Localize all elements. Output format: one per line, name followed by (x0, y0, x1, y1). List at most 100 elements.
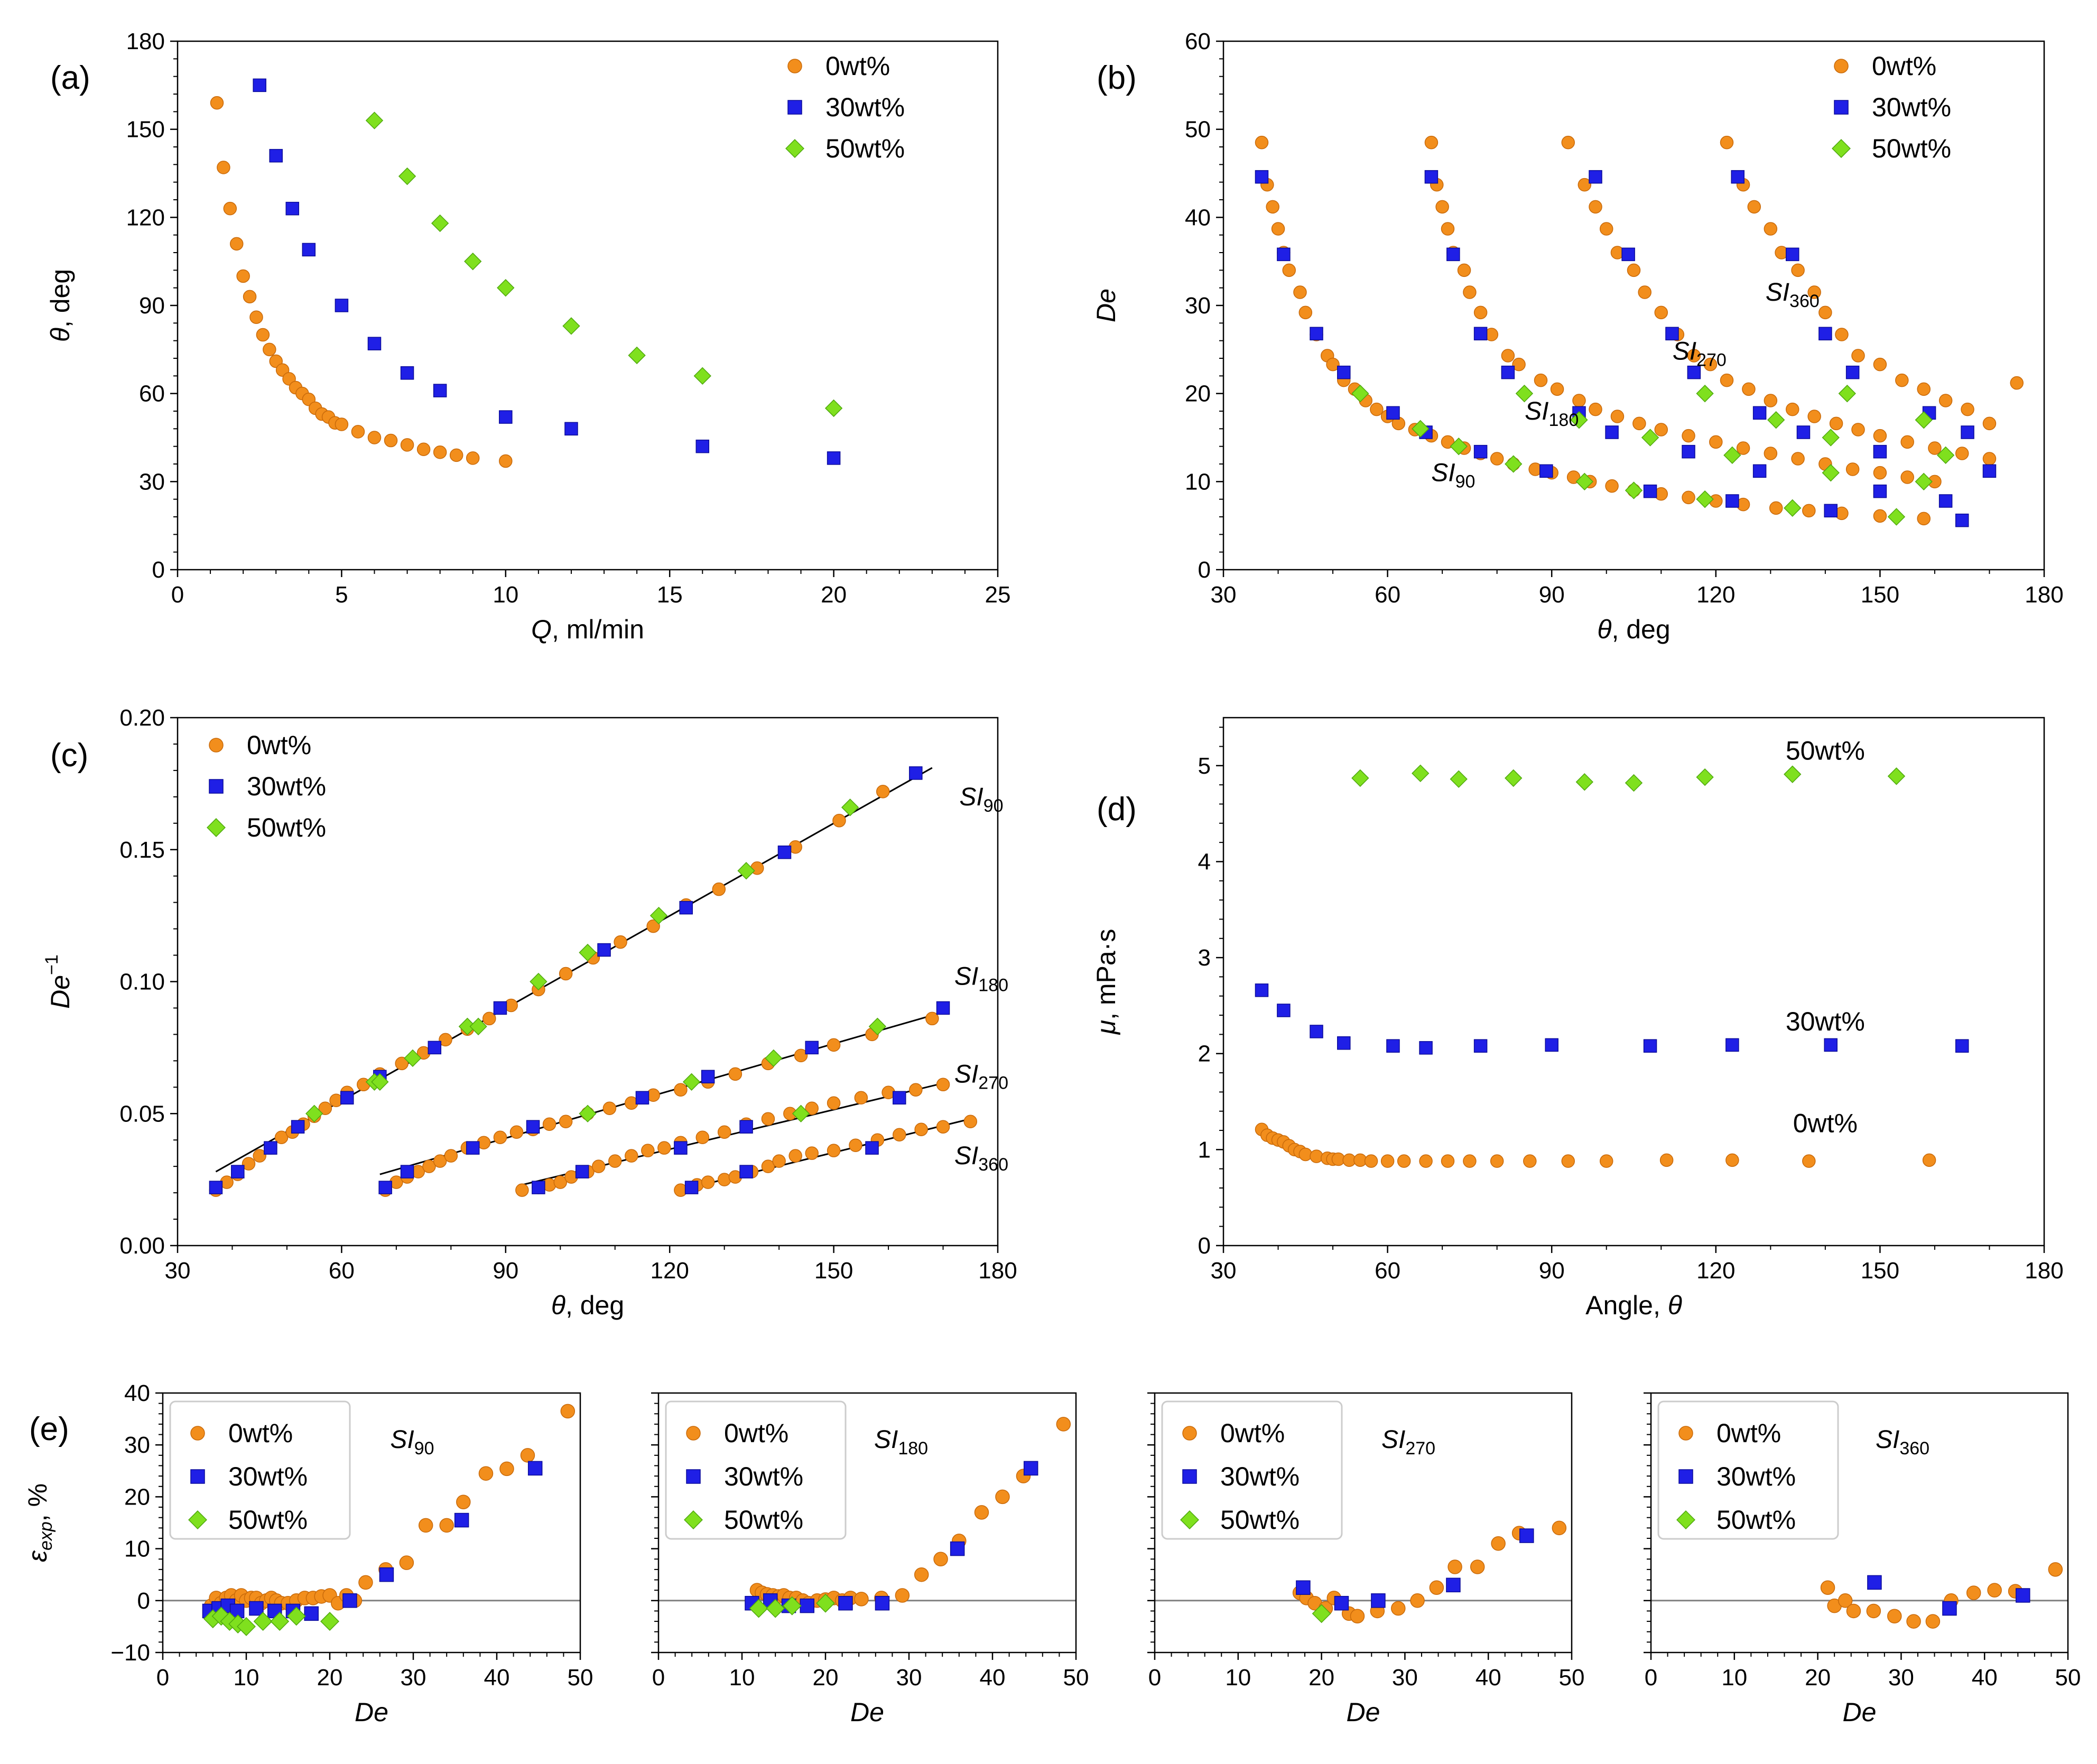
data-point (1873, 357, 1887, 372)
data-point (400, 438, 414, 452)
data-point (1696, 490, 1714, 508)
series-annotation: 50wt% (1786, 736, 1865, 766)
data-point (788, 1149, 802, 1163)
panel-label: (a) (50, 60, 90, 96)
data-point (464, 253, 482, 271)
y-tick-label: 20 (124, 1484, 150, 1510)
data-point (1334, 1595, 1349, 1611)
data-point (1824, 504, 1838, 518)
data-point (1873, 484, 1887, 498)
legend-label: 0wt% (825, 51, 890, 81)
data-point (399, 1555, 414, 1570)
data-point (1906, 1614, 1921, 1629)
x-axis-label: De (1843, 1697, 1877, 1727)
data-point (1298, 1147, 1313, 1162)
data-point (1784, 499, 1802, 517)
data-point (701, 1175, 715, 1189)
data-point (559, 1115, 573, 1128)
data-point (431, 214, 449, 233)
data-point (739, 1120, 753, 1134)
data-point (1441, 222, 1455, 236)
data-point (1599, 222, 1613, 236)
data-point (1807, 410, 1821, 423)
series-annotation: 30wt% (1786, 1007, 1865, 1036)
x-axis-symbol: Q (531, 615, 552, 644)
data-point (1752, 406, 1767, 420)
data-point (1463, 285, 1477, 299)
y-tick-label: 20 (1185, 381, 1211, 407)
data-point (335, 299, 349, 312)
data-point (1410, 1593, 1425, 1608)
y-tick-label: 5 (1198, 753, 1211, 779)
data-point (1982, 416, 1997, 431)
data-point (1519, 1528, 1534, 1543)
data-point (1807, 285, 1821, 299)
x-axis-symbol: De (355, 1697, 388, 1727)
data-point (223, 201, 237, 216)
x-tick-label: 90 (493, 1258, 518, 1284)
data-point (1473, 327, 1488, 341)
data-point (340, 1091, 354, 1105)
data-point (1515, 385, 1534, 403)
data-point (1534, 373, 1548, 387)
data-point (914, 1122, 928, 1136)
data-point (1873, 466, 1887, 480)
data-point (695, 439, 710, 453)
data-point (1845, 365, 1860, 379)
si-subscript: 90 (1455, 472, 1476, 492)
data-point (469, 1017, 487, 1036)
legend-marker (1180, 1510, 1199, 1529)
data-point (1785, 402, 1799, 416)
x-axis-label: De (850, 1697, 884, 1727)
y-axis-unit: , deg (45, 269, 75, 328)
data-point (1412, 764, 1430, 783)
y-tick-label: 90 (139, 293, 165, 319)
data-point (1654, 305, 1668, 320)
data-point (1643, 484, 1657, 498)
x-axis-unit: , ml/min (552, 615, 644, 644)
x-tick-label: 0 (156, 1665, 169, 1691)
data-point (562, 317, 580, 335)
data-point (1846, 1603, 1861, 1619)
data-point (838, 1595, 853, 1611)
data-point (416, 442, 431, 456)
data-point (674, 1083, 688, 1097)
data-point (526, 1120, 540, 1134)
data-point (1747, 200, 1761, 214)
data-point (1572, 394, 1586, 407)
legend-label: 50wt% (228, 1505, 308, 1535)
si-base: SI (954, 1060, 978, 1088)
data-point (1838, 385, 1856, 403)
series-0 (1820, 1562, 2063, 1629)
data-point (717, 1173, 731, 1186)
data-point (1822, 429, 1840, 447)
data-point (1561, 1154, 1575, 1168)
x-axis-label: θ, deg (551, 1290, 624, 1320)
data-point (433, 384, 447, 397)
legend-label: 30wt% (228, 1462, 308, 1491)
x-axis-unit: , deg (565, 1290, 624, 1320)
legend-frame (1161, 1400, 1343, 1540)
data-point (1589, 402, 1602, 416)
x-tick-label: 150 (814, 1258, 853, 1284)
si-subscript: 270 (1696, 350, 1727, 370)
x-tick-label: 40 (980, 1665, 1006, 1691)
data-point (1938, 394, 1953, 407)
y-tick-label: 30 (124, 1432, 150, 1458)
series-0 (209, 785, 978, 1197)
legend: 0wt% 30wt% 50wt% (1161, 1400, 1343, 1540)
data-point (1873, 444, 1887, 459)
axes-frame (1650, 1392, 2069, 1654)
data-point (693, 367, 711, 385)
data-point (1802, 1154, 1816, 1168)
data-point (1505, 455, 1523, 473)
data-point (766, 1599, 785, 1618)
data-point (1887, 1609, 1902, 1624)
series-2 (203, 1607, 339, 1636)
data-point (1866, 1603, 1881, 1619)
data-point (1867, 1575, 1882, 1590)
legend-label: 30wt% (1872, 92, 1951, 122)
title-base: SI (1876, 1426, 1899, 1454)
x-axis-symbol: θ (551, 1290, 565, 1320)
data-point (1337, 365, 1351, 379)
